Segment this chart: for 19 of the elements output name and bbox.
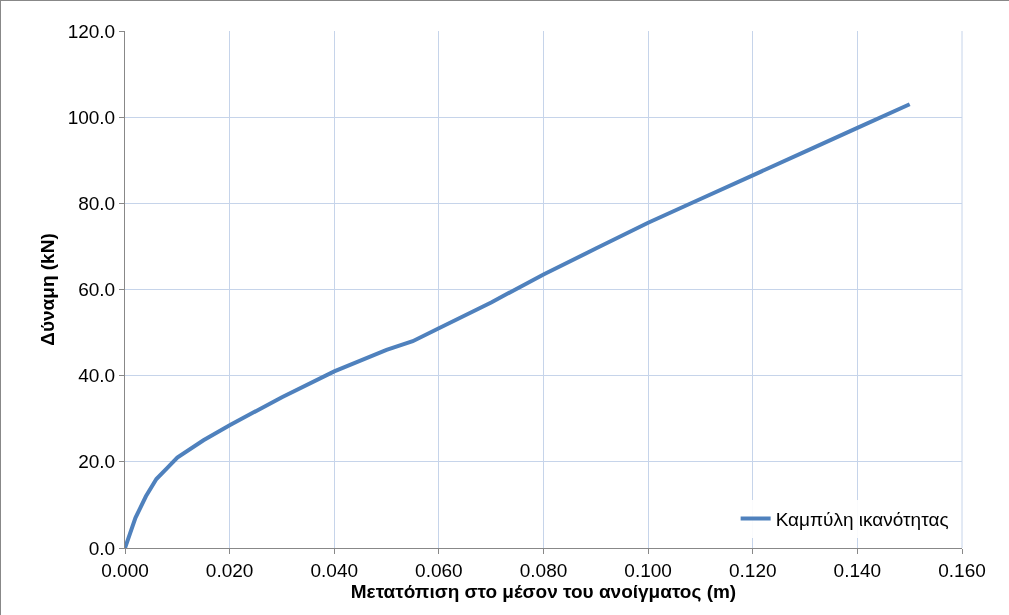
x-tick-label: 0.020 <box>205 559 254 581</box>
x-tick-label: 0.140 <box>833 559 882 581</box>
x-tick-label: 0.120 <box>728 559 777 581</box>
y-axis-title: Δύναμη (kN) <box>36 233 58 346</box>
x-tick-label: 0.060 <box>415 559 463 581</box>
legend-label: Καμπύλη ικανότητας <box>775 508 949 530</box>
x-axis-title: Μετατόπιση στο μέσον του ανοίγματος (m) <box>350 580 737 602</box>
y-tick-label: 60.0 <box>78 279 116 301</box>
y-tick-label: 40.0 <box>78 365 116 387</box>
y-tick-label: 0.0 <box>88 537 116 559</box>
y-tick-label: 120.0 <box>67 20 116 42</box>
y-tick-label: 20.0 <box>78 451 116 473</box>
x-tick-label: 0.000 <box>101 559 149 581</box>
x-tick-label: 0.040 <box>310 559 359 581</box>
x-tick-label: 0.100 <box>624 559 672 581</box>
x-tick-label: 0.160 <box>938 559 986 581</box>
x-tick-label: 0.080 <box>519 559 568 581</box>
y-tick-label: 80.0 <box>78 192 116 214</box>
y-tick-label: 100.0 <box>67 106 116 128</box>
